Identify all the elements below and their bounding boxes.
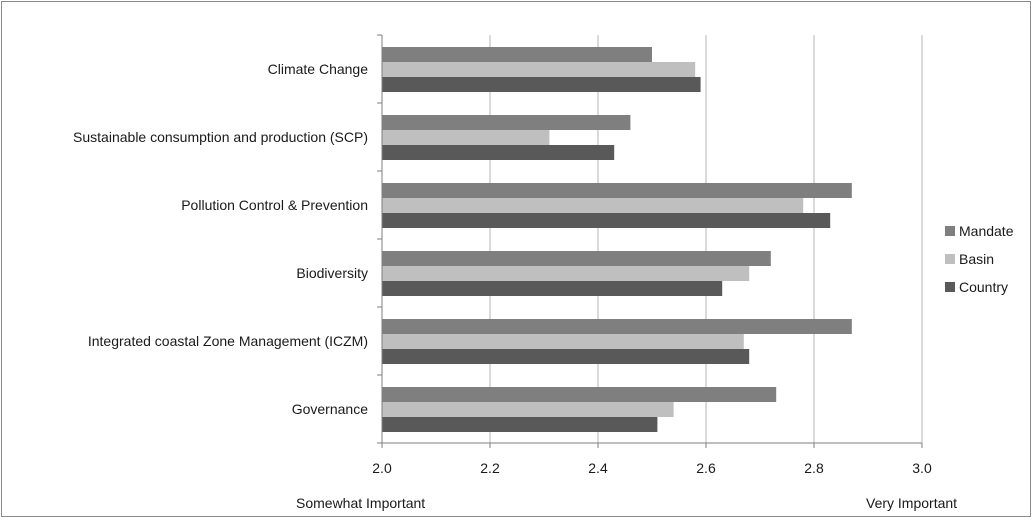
bar-country-0 [382, 77, 701, 92]
bar-basin-0 [382, 62, 696, 77]
bar-country-5 [382, 417, 658, 432]
legend-swatch-basin [945, 254, 955, 264]
x-annotation-left: Somewhat Important [296, 495, 425, 511]
gridlines [489, 35, 923, 443]
category-labels: Climate Change Sustainable consumption an… [73, 61, 368, 417]
category-label: Governance [292, 401, 368, 417]
legend-label-mandate: Mandate [959, 223, 1014, 239]
x-tick-labels: 2.0 2.2 2.4 2.6 2.8 3.0 [372, 460, 932, 476]
bar-basin-4 [382, 334, 744, 349]
x-tick-label: 2.8 [804, 460, 824, 476]
category-label: Pollution Control & Prevention [181, 197, 368, 213]
bar-mandate-2 [382, 183, 852, 198]
x-tick-label: 2.6 [696, 460, 716, 476]
bar-mandate-0 [382, 47, 652, 62]
bar-country-1 [382, 145, 615, 160]
category-label: Climate Change [268, 61, 369, 77]
bar-country-4 [382, 349, 750, 364]
category-label: Sustainable consumption and production (… [73, 129, 368, 145]
bars [382, 47, 852, 432]
legend-swatch-mandate [945, 226, 955, 236]
bar-mandate-5 [382, 387, 777, 402]
category-label: Biodiversity [296, 265, 368, 281]
x-tick-label: 3.0 [912, 460, 932, 476]
x-tick-label: 2.4 [588, 460, 608, 476]
bar-country-2 [382, 213, 831, 228]
bar-mandate-1 [382, 115, 631, 130]
bar-basin-2 [382, 198, 804, 213]
legend-label-country: Country [959, 279, 1008, 295]
legend-swatch-country [945, 282, 955, 292]
x-tick-label: 2.0 [372, 460, 392, 476]
bar-basin-3 [382, 266, 750, 281]
bar-basin-5 [382, 402, 674, 417]
x-tick-label: 2.2 [480, 460, 500, 476]
bar-basin-1 [382, 130, 550, 145]
category-label: Integrated coastal Zone Management (ICZM… [88, 333, 368, 349]
bar-mandate-3 [382, 251, 771, 266]
bar-country-3 [382, 281, 723, 296]
bar-mandate-4 [382, 319, 852, 334]
x-annotation-right: Very Important [866, 495, 957, 511]
legend: Mandate Basin Country [945, 223, 1014, 295]
legend-label-basin: Basin [959, 251, 994, 267]
axes [377, 34, 923, 448]
